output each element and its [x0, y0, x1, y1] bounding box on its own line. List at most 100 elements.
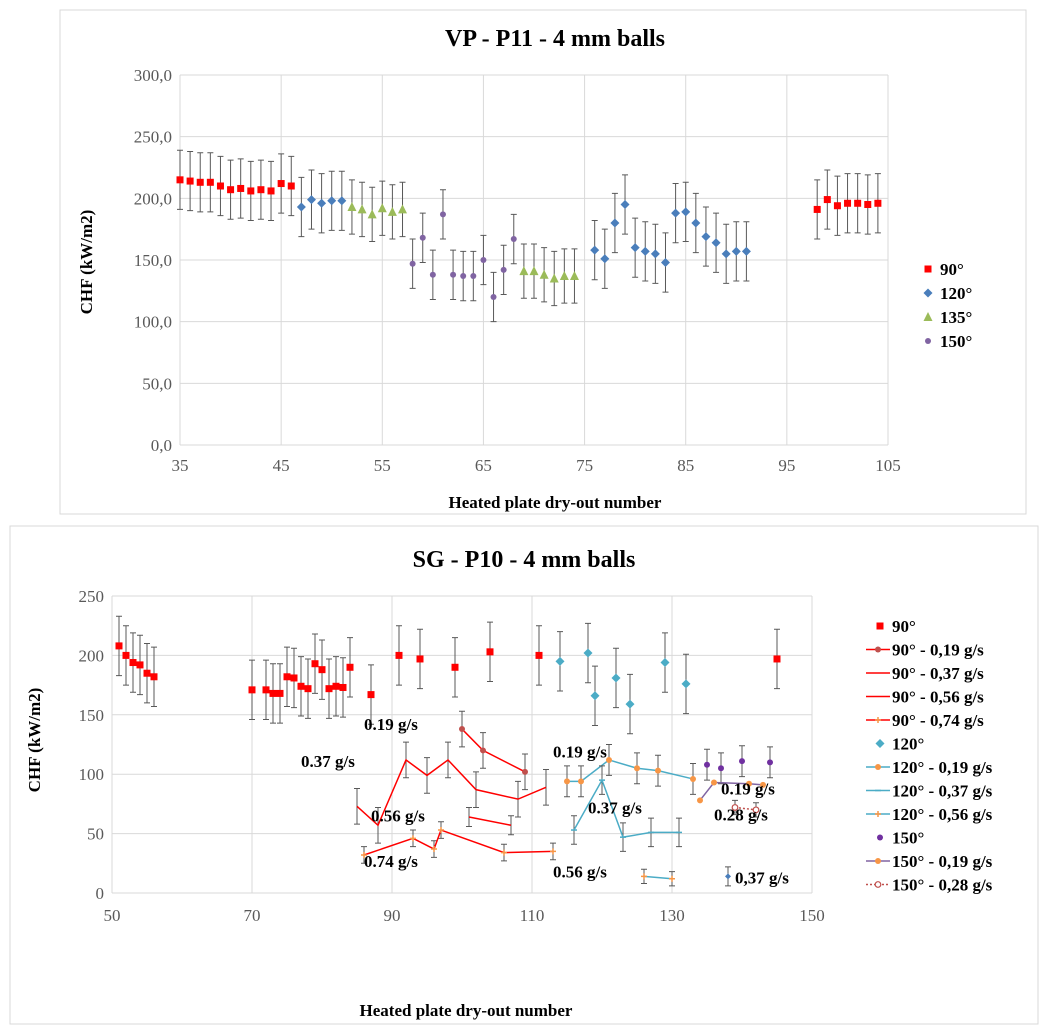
- chart2-legend-marker: [875, 717, 881, 723]
- chart2-data-point: [711, 779, 717, 786]
- chart2-data-point: [501, 849, 507, 856]
- chart2-data-point: [318, 666, 326, 674]
- chart2-data-point: [522, 768, 528, 775]
- chart2-legend-entry: 90° - 0,37 g/s: [866, 664, 984, 683]
- chart1-data-point: [186, 177, 194, 185]
- chart1-ytick-label: 100,0: [134, 313, 172, 332]
- chart1-data-point: [267, 187, 275, 195]
- chart1-legend-marker: [924, 265, 932, 273]
- chart1-data-point: [216, 182, 224, 190]
- chart2-series-line: [468, 816, 512, 827]
- chart2-data-point: [122, 651, 130, 659]
- chart2-data-point: [431, 846, 437, 853]
- chart2-xtick-label: 130: [659, 906, 685, 925]
- chart1-data-point: [844, 199, 852, 207]
- chart2-data-point: [248, 686, 256, 694]
- chart1-xlabel: Heated plate dry-out number: [449, 493, 662, 512]
- chart2-data-point: [697, 797, 703, 804]
- chart2-legend-label: 120° - 0,37 g/s: [892, 782, 993, 801]
- chart2-legend-label: 120° - 0,56 g/s: [892, 805, 993, 824]
- chart2-data-point: [410, 835, 416, 842]
- chart2-data-point: [625, 699, 635, 709]
- chart2-data-point: [718, 765, 724, 772]
- chart1-data-point: [864, 201, 872, 208]
- chart1-legend-label: 120°: [940, 284, 972, 303]
- chart2-data-point: [583, 648, 593, 658]
- chart1-data-point: [470, 273, 477, 280]
- chart2-legend-marker: [875, 764, 881, 770]
- chart1-data-point: [833, 202, 841, 210]
- chart1-data-point: [600, 254, 610, 264]
- chart1-data-point: [480, 257, 487, 263]
- chart2-data-point: [611, 673, 621, 683]
- chart2-legend-entry: 120° - 0,37 g/s: [866, 782, 993, 801]
- chart1-data-point: [854, 199, 862, 207]
- chart2-ytick-label: 200: [79, 646, 105, 665]
- chart2-series: [725, 866, 731, 887]
- chart2-data-point: [311, 660, 319, 668]
- chart1-ytick-label: 0,0: [151, 436, 172, 455]
- chart2-data-point: [136, 661, 144, 669]
- chart1-data-point: [610, 218, 620, 228]
- chart2-data-point: [325, 685, 333, 693]
- chart2-data-point: [367, 691, 375, 699]
- chart2-series: [571, 765, 682, 852]
- chart2-data-point: [690, 775, 696, 782]
- chart2-series-line: [363, 829, 554, 856]
- chart2-data-point: [746, 780, 752, 787]
- chart2-data-point: [451, 663, 459, 671]
- chart1-data-point: [439, 211, 446, 218]
- chart1-xtick-label: 45: [273, 456, 290, 475]
- chart1-legend-entry: 135°: [923, 308, 972, 327]
- chart2-data-point: [269, 689, 277, 697]
- chart2-series: [354, 741, 549, 844]
- chart2-ytick-label: 50: [87, 825, 104, 844]
- chart2-legend-label: 150° - 0,28 g/s: [892, 876, 993, 895]
- chart2-annotation: 0.56 g/s: [553, 863, 607, 882]
- chart1-data-point: [237, 184, 245, 192]
- chart2-data-point: [346, 663, 354, 671]
- chart2-series: [361, 821, 556, 864]
- chart2-series-line: [643, 875, 673, 880]
- chart2-series: [459, 710, 528, 791]
- chart1-data-point: [450, 271, 457, 278]
- chart1-xtick-label: 65: [475, 456, 492, 475]
- chart2-data-point: [459, 726, 465, 733]
- chart2-data-point: [297, 682, 305, 690]
- chart1-legend-label: 150°: [940, 332, 972, 351]
- chart2-data-point: [486, 648, 494, 656]
- chart2-legend-entry: 90°: [876, 617, 916, 636]
- chart1-xtick-label: 105: [875, 456, 901, 475]
- chart2-data-point: [739, 758, 745, 765]
- chart2-ytick-label: 100: [79, 765, 105, 784]
- chart1-data-point: [306, 195, 316, 205]
- chart1-data-point: [640, 246, 650, 256]
- chart1-data-point: [711, 238, 721, 248]
- chart2-legend-entry: 150°: [877, 829, 924, 848]
- chart2-annotation: 0.56 g/s: [371, 807, 425, 826]
- chart2-series: [115, 615, 781, 725]
- chart1-data-point: [620, 200, 630, 209]
- chart2-data-point: [634, 765, 640, 772]
- chart2-data-point: [361, 851, 367, 858]
- chart2-data-point: [578, 778, 584, 785]
- chart1-legend-marker: [925, 338, 931, 344]
- chart2-legend-label: 120°: [892, 735, 924, 754]
- chart2-series: [555, 622, 691, 735]
- chart2-legend-marker: [875, 858, 881, 864]
- chart2-series: [466, 806, 514, 836]
- chart1-data-point: [460, 273, 467, 280]
- chart2-ytick-label: 0: [96, 884, 105, 903]
- chart2-data-point: [276, 689, 284, 697]
- chart1-data-point: [176, 176, 184, 184]
- chart2-data-point: [564, 778, 570, 785]
- chart2-series-line: [356, 758, 547, 827]
- chart2-annotation: 0.28 g/s: [714, 806, 768, 825]
- chart2-data-point: [752, 806, 760, 814]
- chart2-data-point: [332, 682, 340, 690]
- chart2-data-point: [725, 873, 731, 880]
- chart1-data-point: [813, 205, 821, 213]
- chart2-frame: [9, 525, 1039, 1025]
- chart2-series-line: [699, 781, 764, 801]
